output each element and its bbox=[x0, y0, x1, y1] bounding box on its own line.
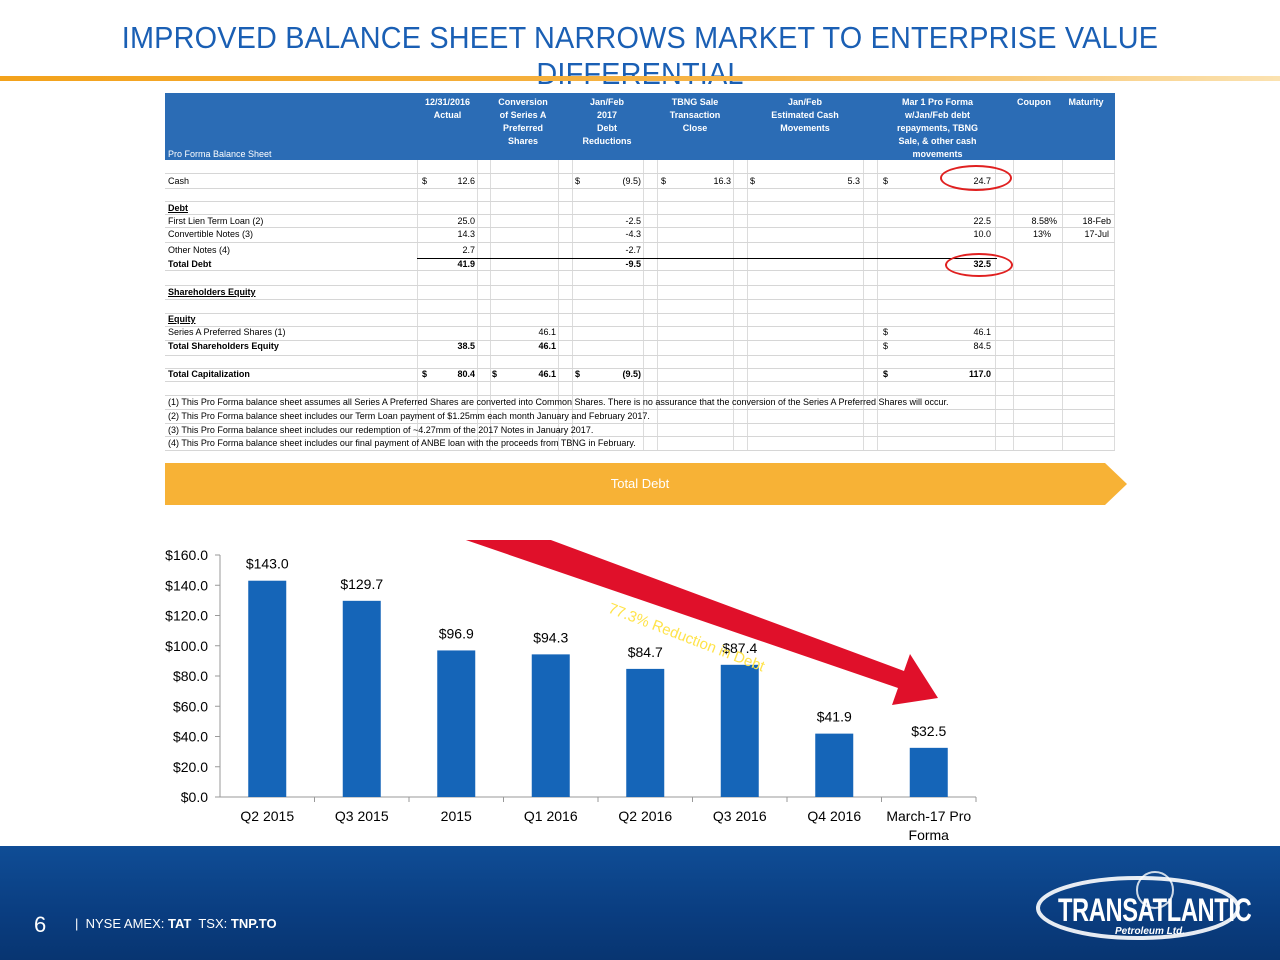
y-tick-label: $20.0 bbox=[173, 759, 208, 775]
transatlantic-logo: TRANSATLANTIC Petroleum Ltd. bbox=[1030, 868, 1252, 948]
bar bbox=[437, 650, 476, 797]
table-row-shareholders-equity-header: Shareholders Equity bbox=[168, 287, 256, 297]
header-coupon: Coupon bbox=[1017, 97, 1051, 107]
data-label: $84.7 bbox=[628, 644, 663, 660]
total-debt-banner bbox=[165, 463, 1105, 505]
bar bbox=[815, 733, 854, 797]
y-tick-label: $0.0 bbox=[181, 789, 208, 805]
header-conversion: Conversion of Series A Preferred Shares bbox=[498, 97, 548, 146]
globe-icon bbox=[1036, 871, 1240, 940]
data-label: $143.0 bbox=[246, 556, 289, 572]
x-tick-label: March-17 Pro bbox=[886, 808, 971, 824]
banner-label: Total Debt bbox=[610, 476, 670, 491]
table-row-series-a: Series A Preferred Shares (1) 46.1 $ 46.… bbox=[168, 327, 991, 337]
footnote-4: (4) This Pro Forma balance sheet include… bbox=[168, 438, 636, 448]
header-actual: 12/31/2016 Actual bbox=[424, 97, 471, 120]
x-tick-label: 2015 bbox=[441, 808, 472, 824]
separator: | bbox=[75, 916, 79, 931]
bar bbox=[720, 664, 759, 797]
table-row-first-lien: First Lien Term Loan (2) 25.0 -2.5 22.5 … bbox=[168, 216, 1111, 226]
table-row-total-shareholders-equity: Total Shareholders Equity 38.5 46.1 $ 84… bbox=[168, 341, 991, 351]
highlight-circle-cash bbox=[940, 165, 1012, 191]
y-tick-label: $60.0 bbox=[173, 698, 208, 714]
x-tick-label: Forma bbox=[909, 827, 950, 843]
table-row-equity-header: Equity bbox=[168, 314, 196, 324]
y-tick-label: $100.0 bbox=[165, 638, 208, 654]
y-tick-label: $40.0 bbox=[173, 729, 208, 745]
table-row-debt-header: Debt bbox=[168, 203, 188, 213]
bar bbox=[909, 747, 948, 797]
logo-subtitle: Petroleum Ltd. bbox=[1114, 926, 1185, 937]
y-tick-label: $80.0 bbox=[173, 668, 208, 684]
y-tick-label: $160.0 bbox=[165, 547, 208, 563]
x-tick-label: Q1 2016 bbox=[524, 808, 578, 824]
banner-arrow-tip bbox=[1105, 463, 1127, 505]
bar bbox=[626, 668, 665, 797]
x-tick-label: Q3 2015 bbox=[335, 808, 389, 824]
data-label: $94.3 bbox=[533, 629, 568, 645]
exchange-1: NYSE AMEX: bbox=[85, 916, 165, 931]
footer-bar bbox=[0, 846, 1280, 960]
x-tick-label: Q4 2016 bbox=[807, 808, 861, 824]
bar bbox=[342, 600, 381, 797]
logo-wordmark: TRANSATLANTIC bbox=[1057, 892, 1252, 928]
header-maturity: Maturity bbox=[1068, 97, 1104, 107]
x-tick-label: Q2 2015 bbox=[240, 808, 294, 824]
data-label: $32.5 bbox=[911, 723, 946, 739]
x-tick-label: Q2 2016 bbox=[618, 808, 672, 824]
footnote-3: (3) This Pro Forma balance sheet include… bbox=[168, 425, 594, 435]
page-number: 6 bbox=[34, 912, 47, 937]
header-pro-forma: Mar 1 Pro Forma w/Jan/Feb debt repayment… bbox=[896, 97, 979, 159]
bar bbox=[531, 654, 570, 797]
title-divider bbox=[0, 76, 1280, 81]
header-estimated-cash: Jan/Feb Estimated Cash Movements bbox=[771, 97, 839, 133]
table-row-other-notes: Other Notes (4) 2.7 -2.7 bbox=[168, 245, 641, 255]
table-header: 12/31/2016 Actual Conversion of Series A… bbox=[165, 93, 1115, 160]
table-row-convertible: Convertible Notes (3) 14.3 -4.3 10.0 13%… bbox=[168, 229, 1109, 239]
header-debt-reductions: Jan/Feb 2017 Debt Reductions bbox=[582, 97, 632, 146]
table-row-title: Pro Forma Balance Sheet bbox=[168, 149, 272, 159]
footnote-2: (2) This Pro Forma balance sheet include… bbox=[168, 411, 650, 421]
table-row-total-capitalization: Total Capitalization $ 80.4 $ 46.1 $ (9.… bbox=[168, 369, 991, 379]
header-tbng-sale: TBNG Sale Transaction Close bbox=[669, 97, 721, 133]
ticker-info: | NYSE AMEX: TAT TSX: TNP.TO bbox=[75, 916, 277, 931]
footnote-1: (1) This Pro Forma balance sheet assumes… bbox=[168, 397, 949, 407]
data-label: $87.4 bbox=[722, 640, 757, 656]
y-tick-label: $120.0 bbox=[165, 608, 208, 624]
y-tick-label: $140.0 bbox=[165, 577, 208, 593]
total-debt-bar-chart: $0.0 $20.0 $40.0 $60.0 $80.0 $100.0 $120.0 $140… bbox=[165, 540, 977, 843]
data-label: $129.7 bbox=[340, 576, 383, 592]
bar bbox=[248, 580, 287, 797]
page-title: IMPROVED BALANCE SHEET NARROWS MARKET TO… bbox=[121, 20, 1159, 91]
ticker-1: TAT bbox=[168, 916, 192, 931]
ticker-2: TNP.TO bbox=[230, 916, 277, 931]
data-label: $41.9 bbox=[817, 709, 852, 725]
highlight-circle-total-debt bbox=[945, 253, 1013, 277]
exchange-2: TSX: bbox=[198, 916, 228, 931]
data-label: $96.9 bbox=[439, 625, 474, 641]
x-tick-label: Q3 2016 bbox=[713, 808, 767, 824]
